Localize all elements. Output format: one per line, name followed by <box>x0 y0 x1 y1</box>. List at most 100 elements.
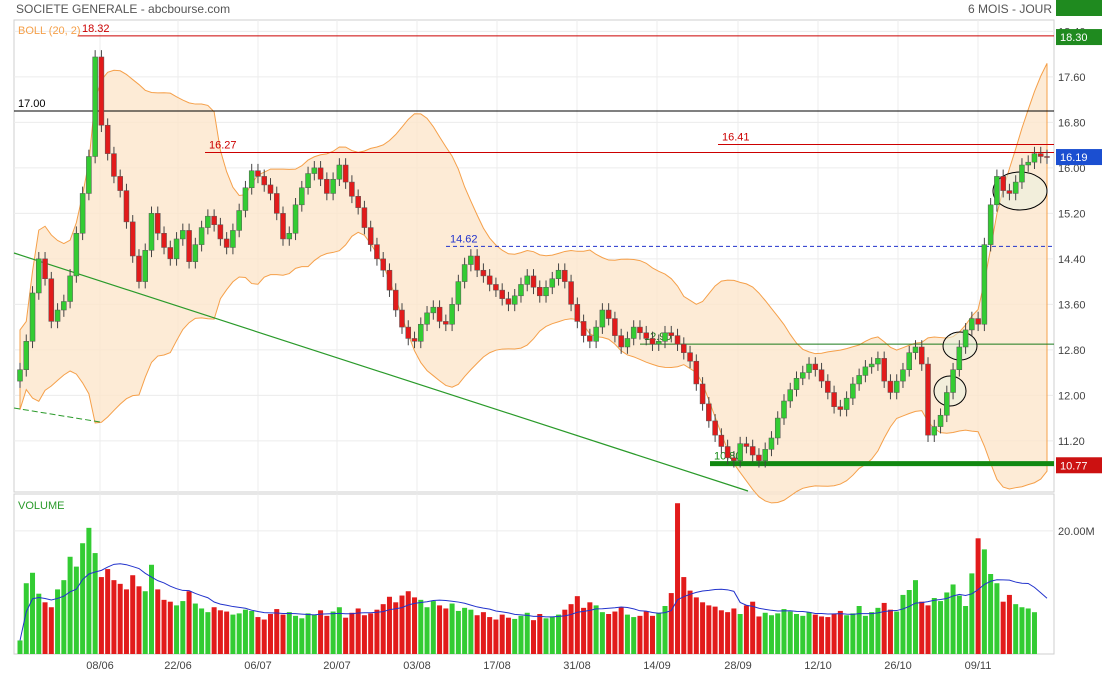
candle <box>386 269 393 291</box>
candle <box>505 298 512 305</box>
candle <box>956 346 963 370</box>
x-tick-label: 08/06 <box>86 660 114 672</box>
volume-bar <box>618 607 624 654</box>
volume-bar <box>111 580 117 654</box>
candle <box>756 454 762 461</box>
level-label: 16.27 <box>209 140 237 152</box>
candle <box>1037 153 1044 157</box>
candle <box>787 389 793 402</box>
candle <box>342 164 349 183</box>
volume-bar <box>988 574 994 654</box>
volume-bar <box>750 601 756 654</box>
candle <box>706 403 712 422</box>
volume-bar <box>518 615 524 654</box>
candle <box>825 380 831 393</box>
candle <box>411 338 418 342</box>
candle <box>862 366 869 376</box>
candle <box>61 301 67 311</box>
candle <box>950 369 956 393</box>
volume-bar <box>981 549 987 654</box>
candle <box>380 258 386 271</box>
volume-bar <box>73 566 79 654</box>
volume-bar <box>487 617 493 654</box>
volume-bar <box>17 640 23 654</box>
volume-bar <box>844 615 850 654</box>
volume-bar <box>449 603 455 654</box>
volume-bar <box>612 611 618 654</box>
x-tick-label: 22/06 <box>164 660 192 672</box>
volume-bar <box>656 612 662 654</box>
volume-bar <box>562 609 568 654</box>
volume-bar <box>969 573 975 654</box>
volume-bar <box>1025 608 1031 654</box>
candle <box>17 369 23 382</box>
candle <box>255 170 261 177</box>
candle <box>230 230 236 248</box>
volume-bar <box>349 612 355 654</box>
candle <box>399 309 405 328</box>
volume-moving-average <box>19 563 1048 641</box>
level-label: 16.41 <box>722 132 750 144</box>
volume-bar <box>693 597 699 654</box>
candle <box>568 281 574 305</box>
volume-bar <box>593 605 599 654</box>
x-tick-label: 14/09 <box>643 660 671 672</box>
candle <box>605 309 612 319</box>
trend-line <box>13 252 749 492</box>
y-tick-label: 12.80 <box>1058 345 1086 357</box>
candle <box>330 178 336 194</box>
x-tick-label: 31/08 <box>563 660 591 672</box>
volume-bar <box>412 597 418 654</box>
candle <box>737 443 743 461</box>
candle <box>612 318 618 336</box>
candle <box>774 417 781 439</box>
candle <box>117 176 123 191</box>
candle <box>749 446 756 456</box>
candle <box>887 380 894 393</box>
volume-bar <box>762 612 768 654</box>
candle <box>79 193 86 234</box>
candle <box>900 369 906 382</box>
period-label[interactable]: 6 MOIS - JOUR <box>967 2 1052 16</box>
candle <box>355 196 361 208</box>
boll-indicator-label: BOLL (20, 2) <box>18 25 81 37</box>
candle <box>543 287 549 297</box>
candle <box>161 233 167 248</box>
volume-bar <box>768 615 774 654</box>
candle <box>630 326 637 339</box>
volume-bar <box>549 616 555 654</box>
candle <box>468 255 474 265</box>
candle <box>111 153 117 177</box>
volume-bar <box>938 601 944 654</box>
volume-bar <box>712 606 718 654</box>
candle <box>192 244 199 262</box>
candle <box>768 437 775 450</box>
candle <box>424 312 430 325</box>
candle <box>812 363 819 370</box>
candle <box>430 306 437 314</box>
candle <box>198 227 205 245</box>
volume-bar <box>919 601 925 654</box>
level-label: 18.32 <box>82 23 110 35</box>
candle <box>405 326 412 339</box>
volume-bar <box>668 593 674 654</box>
volume-bar <box>305 613 311 654</box>
volume-bar <box>1013 604 1019 654</box>
volume-bar <box>142 591 148 654</box>
candle <box>969 318 975 331</box>
volume-bar <box>831 614 837 654</box>
candle <box>123 190 130 223</box>
candle <box>205 215 211 228</box>
volume-bar <box>393 602 399 654</box>
volume-bar <box>67 556 73 654</box>
x-tick-label: 26/10 <box>884 660 912 672</box>
volume-bar <box>405 591 411 654</box>
volume-bar <box>36 593 42 654</box>
candle <box>436 306 443 322</box>
volume-bar <box>631 617 637 654</box>
volume-bar <box>787 611 793 654</box>
candle <box>317 167 324 180</box>
candle <box>624 338 631 348</box>
volume-bar <box>330 611 336 654</box>
volume-bar <box>493 619 499 654</box>
